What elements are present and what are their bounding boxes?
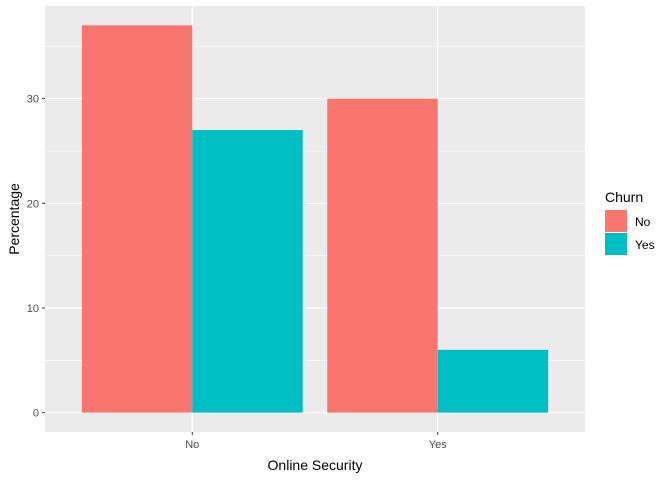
y-axis-title: Percentage [6,183,22,255]
x-tick-label: No [185,439,199,451]
bar-yes-yes [437,349,549,413]
legend-title: Churn [605,189,643,205]
y-tick-label: 10 [27,303,39,315]
legend-key [605,210,627,232]
legend-label: No [635,215,651,229]
bar-no-yes [192,130,303,413]
y-tick-label: 30 [27,94,39,106]
bar-no-no [81,25,193,413]
legend-key [605,233,627,255]
bar-yes-no [327,98,438,413]
y-axis-ticks: 0 10 20 30 [27,94,45,420]
legend: Churn No Yes [605,189,655,255]
y-tick-label: 20 [27,198,39,210]
bars [81,25,549,413]
x-axis-ticks: No Yes [185,432,447,451]
x-axis-title: Online Security [268,457,363,473]
legend-label: Yes [635,238,655,252]
y-tick-label: 0 [33,408,39,420]
legend-items: No Yes [605,210,655,255]
x-tick-label: Yes [429,439,447,451]
